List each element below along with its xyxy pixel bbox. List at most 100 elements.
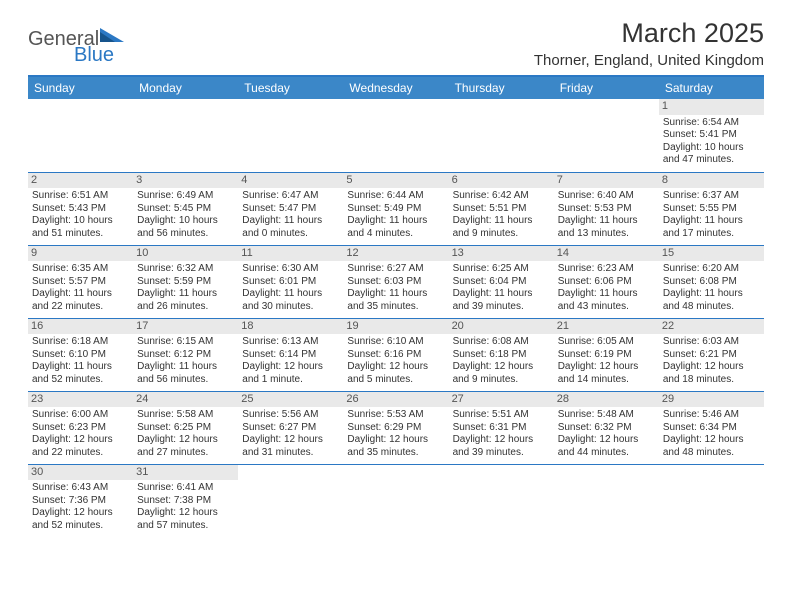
- day-number: 7: [554, 173, 659, 189]
- calendar-cell: [554, 464, 659, 537]
- page-title: March 2025: [534, 18, 764, 49]
- sunrise-text: Sunrise: 6:32 AM: [137, 263, 234, 276]
- sunset-text: Sunset: 6:23 PM: [32, 422, 129, 435]
- calendar-cell: 25Sunrise: 5:56 AMSunset: 6:27 PMDayligh…: [238, 391, 343, 464]
- daylight-text: Daylight: 12 hours and 5 minutes.: [347, 361, 444, 386]
- calendar-row: 30Sunrise: 6:43 AMSunset: 7:36 PMDayligh…: [28, 464, 764, 537]
- calendar-cell: 5Sunrise: 6:44 AMSunset: 5:49 PMDaylight…: [343, 172, 448, 245]
- sunset-text: Sunset: 6:14 PM: [242, 349, 339, 362]
- sunrise-text: Sunrise: 6:05 AM: [558, 336, 655, 349]
- sunset-text: Sunset: 6:19 PM: [558, 349, 655, 362]
- daylight-text: Daylight: 11 hours and 30 minutes.: [242, 288, 339, 313]
- sunset-text: Sunset: 5:57 PM: [32, 276, 129, 289]
- sunrise-text: Sunrise: 6:44 AM: [347, 190, 444, 203]
- calendar-cell: [343, 99, 448, 172]
- logo-sail-icon: [100, 28, 124, 42]
- calendar-cell: 9Sunrise: 6:35 AMSunset: 5:57 PMDaylight…: [28, 245, 133, 318]
- daylight-text: Daylight: 11 hours and 26 minutes.: [137, 288, 234, 313]
- calendar-cell: [554, 99, 659, 172]
- location: Thorner, England, United Kingdom: [534, 52, 764, 69]
- calendar-cell: 11Sunrise: 6:30 AMSunset: 6:01 PMDayligh…: [238, 245, 343, 318]
- weekday-header: Monday: [133, 77, 238, 99]
- calendar-cell: 27Sunrise: 5:51 AMSunset: 6:31 PMDayligh…: [449, 391, 554, 464]
- calendar-cell: 29Sunrise: 5:46 AMSunset: 6:34 PMDayligh…: [659, 391, 764, 464]
- sunset-text: Sunset: 5:49 PM: [347, 203, 444, 216]
- sunrise-text: Sunrise: 6:08 AM: [453, 336, 550, 349]
- day-number: 14: [554, 246, 659, 262]
- weekday-header: Sunday: [28, 77, 133, 99]
- calendar-cell: 10Sunrise: 6:32 AMSunset: 5:59 PMDayligh…: [133, 245, 238, 318]
- sunrise-text: Sunrise: 6:40 AM: [558, 190, 655, 203]
- daylight-text: Daylight: 11 hours and 4 minutes.: [347, 215, 444, 240]
- sunset-text: Sunset: 5:45 PM: [137, 203, 234, 216]
- sunset-text: Sunset: 6:01 PM: [242, 276, 339, 289]
- day-number: 25: [238, 392, 343, 408]
- sunset-text: Sunset: 6:06 PM: [558, 276, 655, 289]
- day-number: 5: [343, 173, 448, 189]
- weekday-header: Saturday: [659, 77, 764, 99]
- sunrise-text: Sunrise: 6:54 AM: [663, 117, 760, 130]
- sunrise-text: Sunrise: 6:15 AM: [137, 336, 234, 349]
- calendar-body: 1Sunrise: 6:54 AMSunset: 5:41 PMDaylight…: [28, 99, 764, 537]
- daylight-text: Daylight: 10 hours and 56 minutes.: [137, 215, 234, 240]
- day-number: 2: [28, 173, 133, 189]
- day-number: 4: [238, 173, 343, 189]
- calendar-cell: 4Sunrise: 6:47 AMSunset: 5:47 PMDaylight…: [238, 172, 343, 245]
- day-number: 21: [554, 319, 659, 335]
- daylight-text: Daylight: 11 hours and 9 minutes.: [453, 215, 550, 240]
- sunrise-text: Sunrise: 6:10 AM: [347, 336, 444, 349]
- calendar-cell: 19Sunrise: 6:10 AMSunset: 6:16 PMDayligh…: [343, 318, 448, 391]
- calendar-cell: 3Sunrise: 6:49 AMSunset: 5:45 PMDaylight…: [133, 172, 238, 245]
- daylight-text: Daylight: 12 hours and 1 minute.: [242, 361, 339, 386]
- sunrise-text: Sunrise: 5:51 AM: [453, 409, 550, 422]
- calendar-cell: 28Sunrise: 5:48 AMSunset: 6:32 PMDayligh…: [554, 391, 659, 464]
- sunset-text: Sunset: 6:32 PM: [558, 422, 655, 435]
- daylight-text: Daylight: 12 hours and 27 minutes.: [137, 434, 234, 459]
- calendar-cell: 2Sunrise: 6:51 AMSunset: 5:43 PMDaylight…: [28, 172, 133, 245]
- sunset-text: Sunset: 6:16 PM: [347, 349, 444, 362]
- sunrise-text: Sunrise: 5:58 AM: [137, 409, 234, 422]
- calendar-cell: [449, 99, 554, 172]
- calendar-cell: 26Sunrise: 5:53 AMSunset: 6:29 PMDayligh…: [343, 391, 448, 464]
- day-number: 23: [28, 392, 133, 408]
- calendar-cell: 13Sunrise: 6:25 AMSunset: 6:04 PMDayligh…: [449, 245, 554, 318]
- daylight-text: Daylight: 12 hours and 22 minutes.: [32, 434, 129, 459]
- calendar-row: 16Sunrise: 6:18 AMSunset: 6:10 PMDayligh…: [28, 318, 764, 391]
- sunrise-text: Sunrise: 6:27 AM: [347, 263, 444, 276]
- day-number: 19: [343, 319, 448, 335]
- sunset-text: Sunset: 6:27 PM: [242, 422, 339, 435]
- calendar-cell: 24Sunrise: 5:58 AMSunset: 6:25 PMDayligh…: [133, 391, 238, 464]
- daylight-text: Daylight: 12 hours and 14 minutes.: [558, 361, 655, 386]
- calendar-cell: 31Sunrise: 6:41 AMSunset: 7:38 PMDayligh…: [133, 464, 238, 537]
- sunset-text: Sunset: 6:21 PM: [663, 349, 760, 362]
- day-number: 30: [28, 465, 133, 481]
- sunset-text: Sunset: 6:03 PM: [347, 276, 444, 289]
- day-number: 29: [659, 392, 764, 408]
- calendar-cell: 16Sunrise: 6:18 AMSunset: 6:10 PMDayligh…: [28, 318, 133, 391]
- sunrise-text: Sunrise: 6:37 AM: [663, 190, 760, 203]
- calendar-cell: [343, 464, 448, 537]
- sunrise-text: Sunrise: 6:42 AM: [453, 190, 550, 203]
- sunrise-text: Sunrise: 6:51 AM: [32, 190, 129, 203]
- weekday-header: Wednesday: [343, 77, 448, 99]
- calendar-cell: 6Sunrise: 6:42 AMSunset: 5:51 PMDaylight…: [449, 172, 554, 245]
- daylight-text: Daylight: 12 hours and 9 minutes.: [453, 361, 550, 386]
- day-number: 22: [659, 319, 764, 335]
- logo-overlay: General Blue: [28, 28, 124, 67]
- calendar-cell: 15Sunrise: 6:20 AMSunset: 6:08 PMDayligh…: [659, 245, 764, 318]
- weekday-header: Tuesday: [238, 77, 343, 99]
- sunrise-text: Sunrise: 6:47 AM: [242, 190, 339, 203]
- calendar-cell: 23Sunrise: 6:00 AMSunset: 6:23 PMDayligh…: [28, 391, 133, 464]
- title-block: March 2025 Thorner, England, United King…: [534, 18, 764, 69]
- sunset-text: Sunset: 6:34 PM: [663, 422, 760, 435]
- calendar-row: 1Sunrise: 6:54 AMSunset: 5:41 PMDaylight…: [28, 99, 764, 172]
- sunset-text: Sunset: 5:59 PM: [137, 276, 234, 289]
- sunset-text: Sunset: 7:38 PM: [137, 495, 234, 508]
- calendar-cell: 1Sunrise: 6:54 AMSunset: 5:41 PMDaylight…: [659, 99, 764, 172]
- day-number: 18: [238, 319, 343, 335]
- sunset-text: Sunset: 5:41 PM: [663, 129, 760, 142]
- day-number: 17: [133, 319, 238, 335]
- logo-part2: Blue: [74, 44, 124, 67]
- day-number: 28: [554, 392, 659, 408]
- sunrise-text: Sunrise: 5:48 AM: [558, 409, 655, 422]
